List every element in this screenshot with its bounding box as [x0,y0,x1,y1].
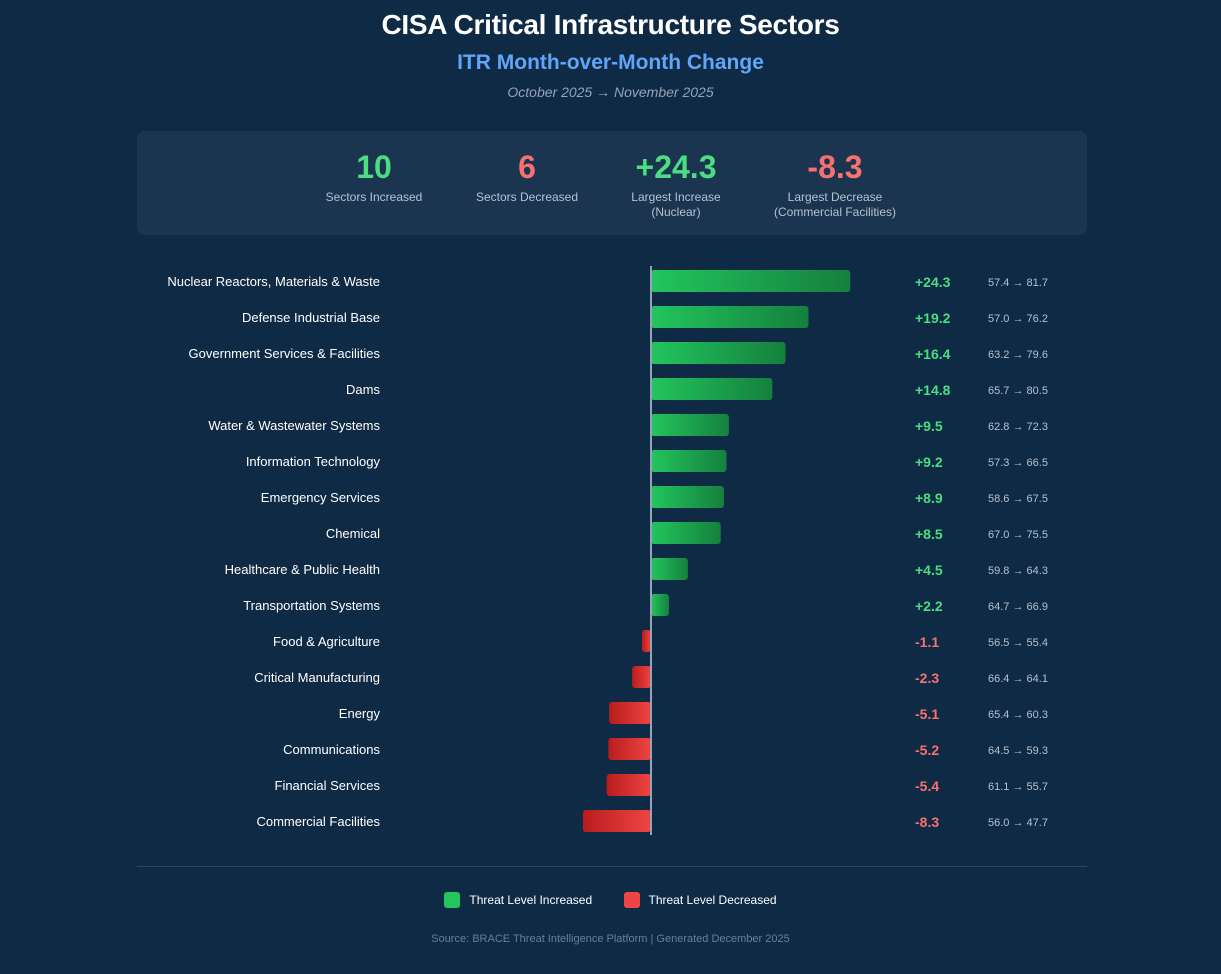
transition-value: 65.7 → 80.5 [988,385,1048,397]
bar-decrease [632,666,651,688]
change-value: -5.1 [915,706,939,722]
bar-increase [651,486,724,508]
transition-value: 64.7 → 66.9 [988,601,1048,613]
change-value: +16.4 [915,346,951,362]
divider [137,866,1087,867]
legend-swatch-red [623,892,640,908]
change-value: +8.5 [915,526,943,542]
transition-value: 56.0 → 47.7 [988,817,1048,829]
category-label: Communications [283,742,380,757]
stat-label: Largest Decrease (Commercial Facilities) [773,190,896,219]
transition-value: 56.5 → 55.4 [988,637,1048,649]
stat-value: 6 [518,149,536,185]
stat-label: Largest Increase (Nuclear) [631,190,721,219]
change-value: +9.5 [915,418,943,434]
page-subtitle: ITR Month-over-Month Change [457,51,764,74]
legend-item-decreased: Threat Level Decreased [623,892,777,908]
category-label: Commercial Facilities [256,814,380,829]
change-value: +24.3 [915,274,951,290]
legend-swatch-green [444,892,461,908]
change-value: +8.9 [915,490,943,506]
bar-increase [651,522,721,544]
stat-label: Sectors Decreased [475,190,579,204]
transition-value: 61.1 → 55.7 [988,781,1048,793]
stat-largest-increase: +24.3 Largest Increase (Nuclear) [591,149,761,220]
transition-value: 63.2 → 79.6 [988,349,1048,361]
bar-increase [651,450,727,472]
category-label: Government Services & Facilities [189,346,381,361]
stat-sectors-decreased: 6 Sectors Decreased [442,149,612,205]
change-value: +4.5 [915,562,943,578]
bar-increase [651,558,688,580]
transition-value: 57.0 → 76.2 [988,313,1048,325]
change-value: -1.1 [915,634,939,650]
category-label: Critical Manufacturing [254,670,380,685]
transition-value: 57.4 → 81.7 [988,277,1048,289]
bar-decrease [609,702,651,724]
category-label: Healthcare & Public Health [225,562,380,577]
period-label: October 2025 → November 2025 [507,84,714,100]
category-label: Energy [339,706,381,721]
transition-value: 58.6 → 67.5 [988,493,1048,505]
category-label: Dams [346,382,380,397]
category-label: Financial Services [275,778,381,793]
change-value: -2.3 [915,670,939,686]
stat-sectors-increased: 10 Sectors Increased [289,149,459,205]
category-label: Chemical [326,526,380,541]
transition-value: 64.5 → 59.3 [988,745,1048,757]
stat-value: -8.3 [807,149,863,185]
legend: Threat Level Increased Threat Level Decr… [0,892,1221,911]
header: CISA Critical Infrastructure Sectors ITR… [0,0,1221,101]
category-label: Transportation Systems [243,598,380,613]
bar-increase [651,306,809,328]
transition-value: 57.3 → 66.5 [988,457,1048,469]
legend-label: Threat Level Increased [469,893,593,907]
stat-label: Sectors Increased [325,190,423,204]
bar-increase [651,378,773,400]
transition-value: 65.4 → 60.3 [988,709,1048,721]
change-value: -8.3 [915,814,939,830]
transition-value: 66.4 → 64.1 [988,673,1048,685]
change-value: -5.4 [915,778,939,794]
bar-increase [651,270,851,292]
summary-panel: 10 Sectors Increased 6 Sectors Decreased… [137,131,1087,235]
category-label: Nuclear Reactors, Materials & Waste [167,274,380,289]
bar-decrease [608,738,651,760]
change-value: +2.2 [915,598,943,614]
page-title: CISA Critical Infrastructure Sectors [381,9,840,40]
change-value: +19.2 [915,310,951,326]
category-label: Defense Industrial Base [242,310,380,325]
stat-value: +24.3 [635,149,717,185]
change-value: +9.2 [915,454,943,470]
category-label: Food & Agriculture [273,634,380,649]
bar-decrease [606,774,651,796]
change-value: -5.2 [915,742,939,758]
category-label: Water & Wastewater Systems [208,418,380,433]
stat-largest-decrease: -8.3 Largest Decrease (Commercial Facilit… [750,149,920,220]
bar-increase [651,414,729,436]
transition-value: 59.8 → 64.3 [988,565,1048,577]
stat-value: 10 [356,149,392,185]
transition-value: 62.8 → 72.3 [988,421,1048,433]
bar-decrease [641,630,651,652]
change-value: +14.8 [915,382,951,398]
bar-increase [651,594,670,616]
bar-decrease [582,810,651,832]
legend-item-increased: Threat Level Increased [444,892,592,908]
category-label: Emergency Services [261,490,381,505]
bar-increase [651,342,786,364]
legend-label: Threat Level Decreased [648,893,777,907]
category-label: Information Technology [246,454,381,469]
transition-value: 67.0 → 75.5 [988,529,1048,541]
source-note: Source: BRACE Threat Intelligence Platfo… [431,933,790,945]
